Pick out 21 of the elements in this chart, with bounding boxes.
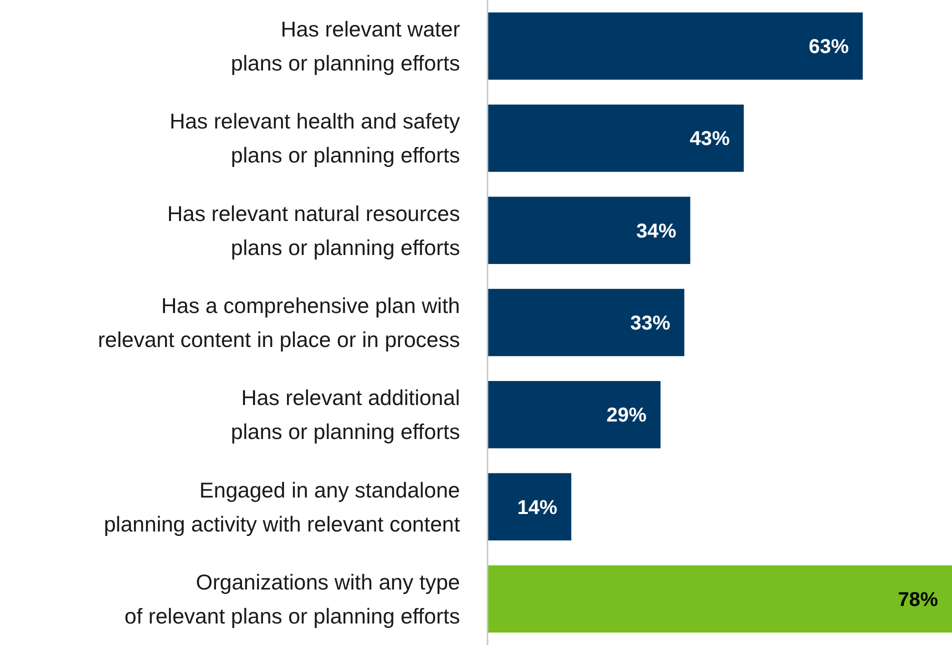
data-label: 78% [898, 588, 938, 611]
y-tick-label: Has relevant water plans or planning efforts [230, 18, 460, 76]
y-tick-label: Organizations with any type of relevant plans or planning efforts [124, 570, 460, 628]
y-tick-label: Has relevant additional plans or planning efforts [230, 386, 460, 444]
bar [488, 104, 744, 172]
bar [488, 288, 684, 356]
y-tick-label: Has a comprehensive plan with relevant content in place or in process [98, 294, 460, 352]
y-tick-label: Engaged in any standalone planning activity with relevant content [104, 478, 460, 536]
y-tick-label: Has relevant natural resources plans or planning efforts [167, 202, 460, 260]
bar [488, 12, 863, 80]
bar [488, 196, 690, 264]
data-label: 34% [636, 220, 676, 242]
bar [488, 381, 661, 448]
data-label: 14% [517, 496, 558, 519]
data-label: 43% [690, 128, 730, 150]
bar [488, 473, 572, 540]
data-label: 33% [630, 312, 671, 334]
data-label: 63% [808, 36, 849, 58]
data-label: 29% [606, 404, 647, 427]
y-tick-label: Has relevant health and safety plans or planning efforts [170, 110, 460, 168]
bar [488, 565, 952, 633]
